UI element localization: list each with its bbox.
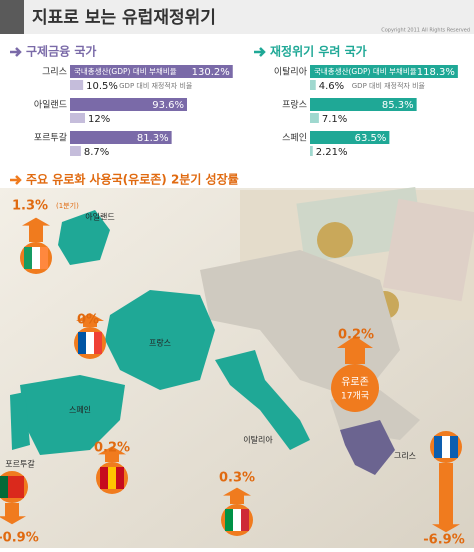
title-bar	[0, 0, 474, 34]
flag-stripe	[94, 332, 102, 354]
country-name: 프랑스	[149, 338, 171, 348]
deficit-bar	[310, 146, 313, 156]
credit: Copyright 2011 All Rights Reserved	[381, 28, 470, 34]
deficit-label: 2.21%	[316, 147, 348, 158]
title: 지표로 보는 유럽재정위기	[32, 8, 216, 28]
ireland-shape	[58, 210, 110, 265]
flag-stripe	[442, 436, 450, 458]
greece-shape	[340, 420, 395, 475]
growth-arrow	[223, 487, 251, 504]
growth-title: 주요 유로화 사용국(유로존) 2분기 성장률	[26, 172, 239, 187]
country-name: 포르투갈	[34, 133, 67, 144]
flag-stripe	[0, 476, 8, 498]
deficit-bar	[310, 113, 319, 123]
country-name: 아일랜드	[34, 100, 67, 111]
deficit-label: 7.1%	[322, 114, 347, 125]
growth-label: 0.2%	[94, 441, 130, 456]
legend-debt: 국내총생산(GDP) 대비 부채비율	[74, 66, 177, 76]
country-name: 이탈리아	[243, 435, 273, 445]
debt-label: 81.3%	[137, 133, 169, 144]
deficit-label: 10.5%	[86, 81, 118, 92]
debt-bar	[310, 98, 417, 111]
growth-note: (1분기)	[56, 201, 79, 210]
section-title: 재정위기 우려 국가	[270, 44, 367, 59]
growth-arrow	[98, 446, 126, 462]
eurozone-name: 유로존	[341, 376, 369, 388]
debt-label: 130.2%	[192, 67, 230, 78]
italy-shape	[215, 350, 310, 450]
debt-bar	[70, 98, 187, 111]
section-arrow	[10, 175, 22, 185]
country-name: 포르투갈	[5, 460, 35, 469]
debt-bar	[310, 131, 390, 144]
eurozone-circle	[331, 364, 379, 412]
growth-label: 1.3%	[12, 199, 48, 214]
banknote	[382, 198, 474, 302]
deficit-label: 4.6%	[319, 81, 344, 92]
flag-stripe	[116, 467, 124, 489]
growth-arrow	[432, 463, 460, 533]
deficit-bar	[70, 113, 85, 123]
eurozone-sub: 17개국	[341, 391, 369, 402]
section-title: 구제금융 국가	[26, 44, 96, 59]
flag-stripe	[450, 436, 458, 458]
growth-label: 0.2%	[338, 328, 374, 343]
flag-stripe	[86, 332, 94, 354]
debt-label: 85.3%	[382, 100, 414, 111]
portugal-shape	[10, 392, 30, 450]
growth-label: -0.9%	[0, 531, 39, 546]
flag-stripe	[8, 476, 16, 498]
flag-stripe	[108, 467, 116, 489]
country-name: 그리스	[394, 452, 416, 461]
flag-stripe	[40, 247, 48, 269]
deficit-bar	[310, 80, 316, 90]
flag-stripe	[434, 436, 442, 458]
title-accent	[0, 0, 24, 34]
growth-label: -6.9%	[423, 533, 464, 548]
growth-arrow	[76, 313, 104, 327]
flag-stripe	[78, 332, 86, 354]
growth-arrow	[22, 217, 50, 242]
legend-deficit: GDP 대비 재정적자 비율	[119, 81, 193, 90]
spain-shape	[20, 375, 125, 455]
section-arrow	[10, 47, 22, 57]
country-name: 이탈리아	[274, 67, 308, 78]
flag-stripe	[24, 247, 32, 269]
deficit-bar	[70, 146, 81, 156]
debt-bar	[70, 131, 172, 144]
country-name: 스페인	[69, 405, 91, 415]
flag-stripe	[16, 476, 24, 498]
france-shape	[105, 290, 215, 390]
legend-debt: 국내총생산(GDP) 대비 부채비율	[314, 66, 417, 76]
debt-label: 118.3%	[417, 67, 455, 78]
country-name: 그리스	[42, 67, 67, 78]
euro-countries	[10, 210, 310, 455]
flag-stripe	[233, 509, 241, 531]
deficit-bar	[70, 80, 84, 90]
debt-bar	[70, 65, 233, 78]
flag-stripe	[100, 467, 108, 489]
legend-deficit: GDP 대비 재정적자 비율	[352, 81, 426, 90]
coin	[317, 222, 353, 258]
deficit-label: 8.7%	[84, 147, 109, 158]
debt-bar	[310, 65, 458, 78]
country-name: 스페인	[282, 133, 307, 144]
debt-label: 93.6%	[152, 100, 184, 111]
flag-stripe	[225, 509, 233, 531]
deficit-label: 12%	[88, 114, 110, 125]
country-name: 프랑스	[282, 99, 307, 111]
country-name: 아일랜드	[85, 212, 114, 222]
growth-arrow	[0, 503, 26, 525]
flag-stripe	[32, 247, 40, 269]
section-arrow	[254, 47, 266, 57]
debt-label: 63.5%	[355, 133, 387, 144]
growth-label: 0.3%	[219, 471, 255, 486]
flag-stripe	[241, 509, 249, 531]
growth-label: 0%	[77, 313, 99, 328]
growth-arrow	[337, 336, 373, 364]
